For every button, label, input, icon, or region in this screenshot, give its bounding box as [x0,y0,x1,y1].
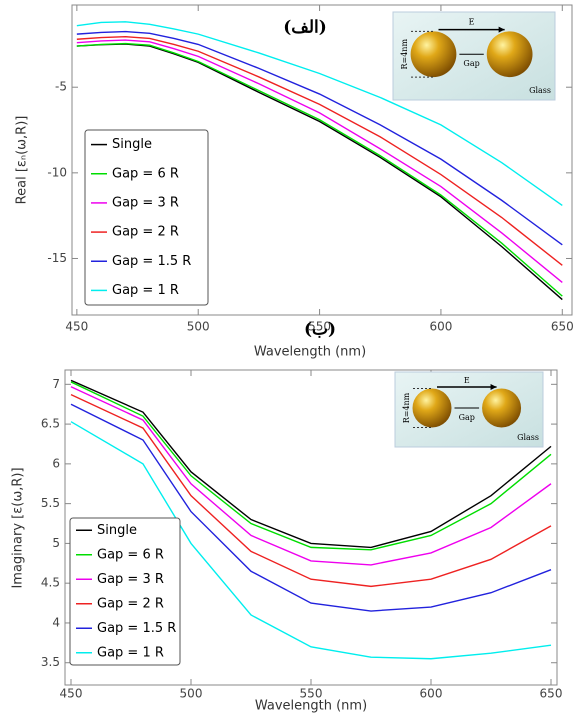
legend-label: Gap = 1 R [112,283,179,298]
series-line [76,21,563,206]
legend-label: Gap = 6 R [112,166,179,181]
inset-sphere [412,388,452,428]
x-axis-label: Wavelength (nm) [255,699,367,714]
legend-label: Gap = 3 R [97,572,164,587]
inset-arrowhead [490,384,497,390]
x-tick-label: 650 [551,320,574,334]
x-tick-label: 500 [180,687,203,701]
inset-sphere [486,31,533,78]
y-tick-label: 6.5 [41,417,60,431]
x-tick-label: 500 [187,320,210,334]
inset-radius-label: R=4nm [400,39,409,70]
series-line [70,381,552,551]
legend-box [69,517,181,666]
inset-field-label: E [469,18,475,27]
y-tick-label: -15 [47,251,67,265]
x-axis-label: Wavelength (nm) [254,345,366,360]
chart-title: (ب) [304,320,336,340]
legend-label: Gap = 2 R [112,225,179,240]
y-tick-label: 5 [52,536,60,550]
inset-substrate-label: Glass [529,86,551,95]
y-tick-label: 5.5 [41,496,60,510]
legend-label: Gap = 1.5 R [97,621,176,636]
x-tick-label: 550 [300,687,323,701]
series-line [70,386,552,566]
y-axis-label: Imaginary [ε(ω,R)] [11,467,26,588]
series-line [76,42,563,297]
inset-arrowhead [498,26,505,33]
x-tick-label: 450 [60,687,83,701]
inset-radius-label: R=4nm [402,392,411,423]
y-tick-label: 6 [52,456,60,470]
legend-label: Gap = 3 R [112,195,179,210]
inset-field-label: E [464,376,470,385]
inset-substrate-label: Glass [517,433,539,442]
series-line [70,394,552,588]
inset-sphere [482,388,522,428]
legend-label: Gap = 2 R [97,596,164,611]
x-tick-label: 550 [308,320,331,334]
series-line [70,403,552,612]
series-line [76,35,563,266]
x-tick-label: 600 [429,320,452,334]
x-tick-label: 600 [420,687,443,701]
legend-label: Gap = 6 R [97,547,164,562]
y-tick-label: -10 [47,165,67,179]
x-tick-label: 450 [65,320,88,334]
y-tick-label: 7 [52,377,60,391]
series-line [76,39,563,284]
series-line [76,30,563,246]
legend-label: Single [97,523,137,538]
x-tick-label: 650 [540,687,563,701]
inset-gap-label: Gap [459,413,475,422]
legend-label: Gap = 1.5 R [112,254,191,269]
inset-sphere [410,31,457,78]
series-line [70,379,552,549]
legend-label: Gap = 1 R [97,645,164,660]
y-axis-label: Real [εₙ(ω,R)] [15,116,30,205]
series-line [70,421,552,660]
plot-frame [71,4,573,316]
chart-title: (الف) [283,18,327,38]
y-tick-label: 3.5 [41,655,60,669]
y-tick-label: 4 [52,615,60,629]
y-tick-label: -5 [55,80,67,94]
legend-label: Single [112,137,152,152]
y-tick-label: 4.5 [41,576,60,590]
inset-gap-label: Gap [463,59,479,68]
legend-box [84,129,209,306]
